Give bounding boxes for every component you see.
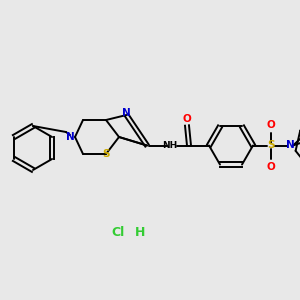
Text: Cl: Cl [111,226,124,238]
Text: S: S [102,149,110,159]
Text: N: N [286,140,294,151]
Text: O: O [267,119,275,130]
Text: N: N [66,132,74,142]
Text: NH: NH [162,141,178,150]
Text: N: N [122,108,131,118]
Text: O: O [183,115,191,124]
Text: O: O [267,161,275,172]
Text: H: H [135,226,145,238]
Text: S: S [267,140,275,151]
